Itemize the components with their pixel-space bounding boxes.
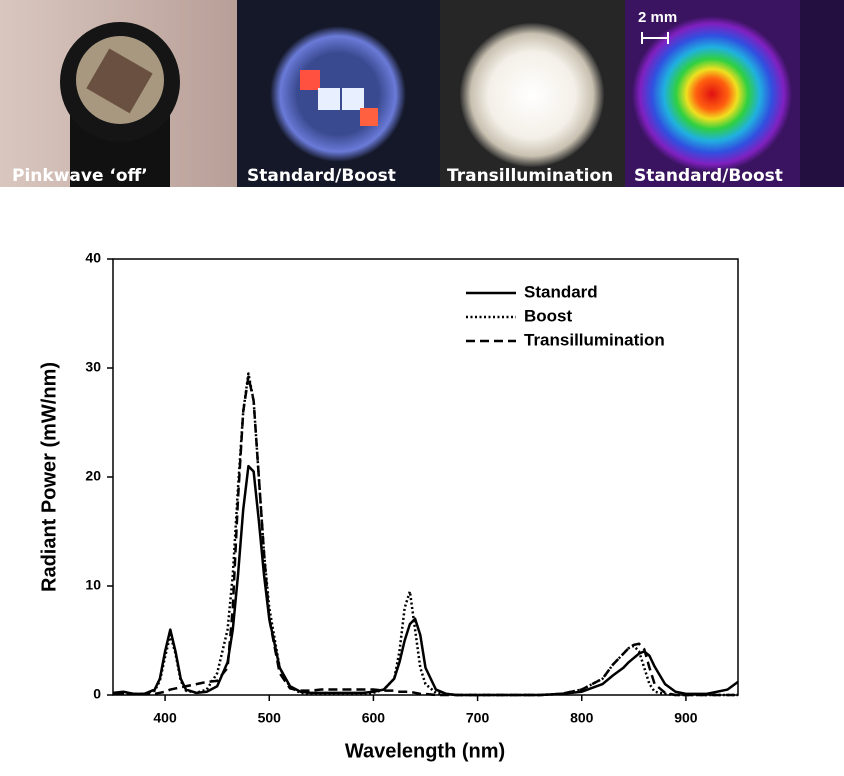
y-tick-label: 30 bbox=[85, 359, 101, 375]
colorbar bbox=[800, 0, 844, 187]
x-tick-label: 700 bbox=[466, 710, 490, 726]
led bbox=[360, 108, 378, 126]
device-glow bbox=[460, 23, 604, 167]
y-tick-label: 20 bbox=[85, 468, 101, 484]
caption: Transillumination bbox=[447, 166, 613, 186]
x-tick-label: 600 bbox=[362, 710, 386, 726]
led bbox=[342, 88, 364, 110]
photo-panels: 2 mm Pinkwave ‘off’ Standard/Boost Trans… bbox=[0, 0, 844, 187]
series-line bbox=[113, 466, 738, 695]
y-tick-label: 0 bbox=[93, 686, 101, 702]
x-tick-label: 800 bbox=[570, 710, 594, 726]
caption: Standard/Boost bbox=[247, 166, 396, 186]
scale-label: 2 mm bbox=[638, 9, 677, 26]
caption: Pinkwave ‘off’ bbox=[12, 166, 148, 186]
x-tick-label: 500 bbox=[258, 710, 282, 726]
legend-label: Standard bbox=[524, 282, 598, 301]
heatmap bbox=[632, 16, 792, 172]
caption: Standard/Boost bbox=[634, 166, 783, 186]
y-tick-label: 10 bbox=[85, 577, 101, 593]
x-axis-label: Wavelength (nm) bbox=[345, 740, 505, 762]
led bbox=[318, 88, 340, 110]
plot-frame bbox=[113, 259, 738, 695]
led bbox=[300, 70, 320, 90]
series-line bbox=[113, 373, 738, 695]
series-line bbox=[113, 377, 738, 695]
y-axis-label: Radiant Power (mW/nm) bbox=[38, 362, 60, 592]
legend-label: Boost bbox=[524, 306, 573, 325]
figure: 2 mm Pinkwave ‘off’ Standard/Boost Trans… bbox=[0, 0, 844, 771]
y-tick-label: 40 bbox=[85, 250, 101, 266]
legend-label: Transillumination bbox=[524, 330, 665, 349]
x-tick-label: 900 bbox=[674, 710, 698, 726]
x-tick-label: 400 bbox=[153, 710, 177, 726]
